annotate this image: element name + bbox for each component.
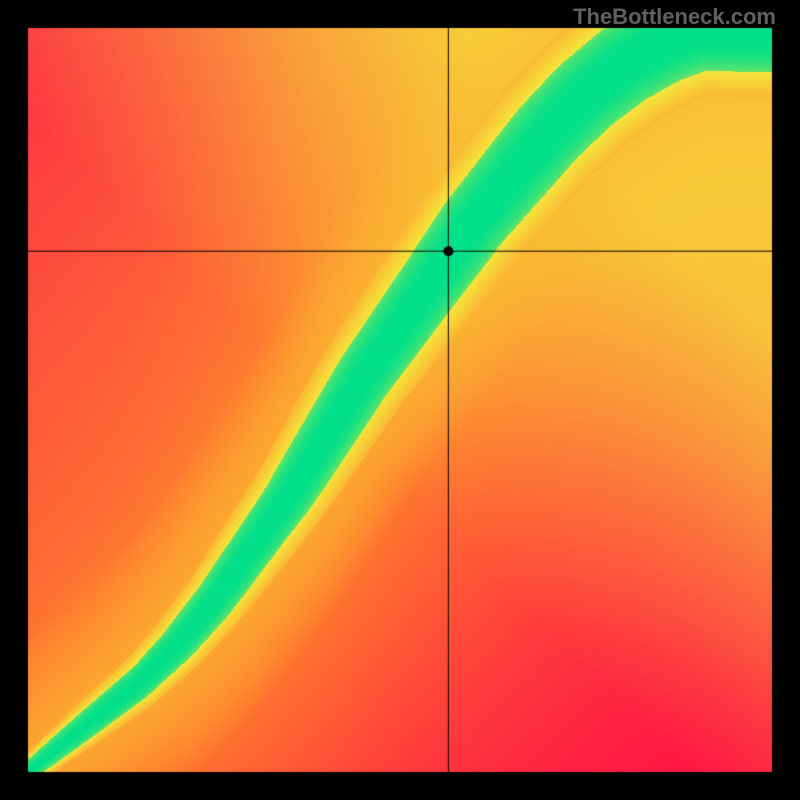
watermark-text: TheBottleneck.com [573,4,776,30]
chart-container: TheBottleneck.com [0,0,800,800]
heatmap-canvas [0,0,800,800]
